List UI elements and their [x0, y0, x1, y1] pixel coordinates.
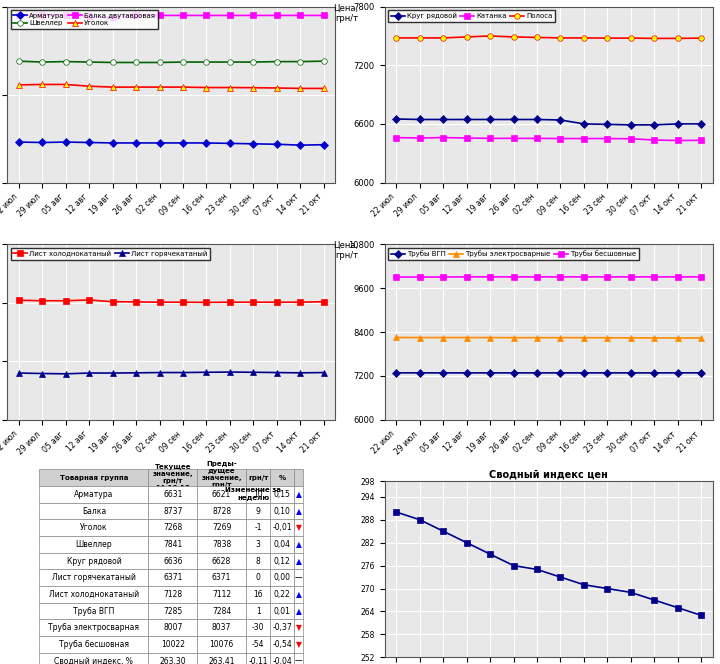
- Y-axis label: Цена,
грн/т: Цена, грн/т: [333, 240, 359, 260]
- Legend: Трубы ВГП, Трубы электросварные, Трубы бесшовные: Трубы ВГП, Трубы электросварные, Трубы б…: [388, 248, 639, 260]
- Legend: Круг рядовой, Катанка, Полоса: Круг рядовой, Катанка, Полоса: [388, 10, 555, 22]
- Legend: Арматура, Швеллер, Балка двутавровая, Уголок: Арматура, Швеллер, Балка двутавровая, Уг…: [11, 10, 158, 29]
- Title: Сводный индекс цен: Сводный индекс цен: [490, 469, 608, 479]
- Legend: Лист холоднокатаный, Лист горячекатаный: Лист холоднокатаный, Лист горячекатаный: [11, 248, 210, 260]
- Y-axis label: Цена,
грн/т: Цена, грн/т: [333, 3, 359, 23]
- Text: Изменение за
неделю: Изменение за неделю: [225, 487, 282, 500]
